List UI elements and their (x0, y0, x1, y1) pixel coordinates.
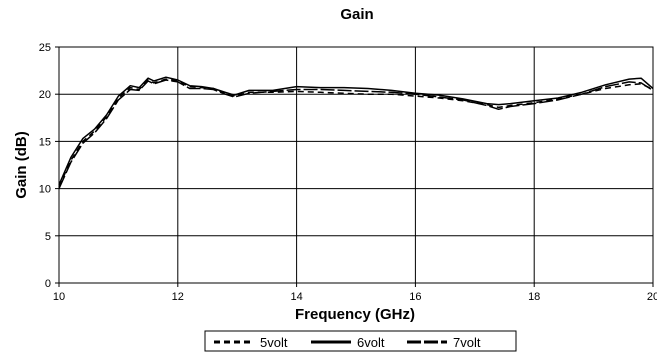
data-series (58, 76, 654, 189)
series-line-7volt (58, 79, 654, 189)
legend-label-7volt: 7volt (453, 335, 481, 350)
x-axis-ticks: 10 12 14 16 18 20 (53, 283, 657, 303)
x-axis-label: Frequency (GHz) (295, 306, 415, 323)
series-line-5volt (58, 78, 654, 188)
plot-area-border (58, 46, 654, 284)
gridlines (58, 46, 654, 284)
chart-title: Gain (340, 6, 373, 23)
y-tick-label: 25 (39, 42, 51, 54)
x-tick-label: 18 (528, 291, 540, 303)
y-tick-label: 0 (45, 278, 51, 290)
x-tick-label: 16 (409, 291, 421, 303)
y-tick-label: 20 (39, 89, 51, 101)
legend: 5volt 6volt 7volt (204, 330, 517, 352)
legend-label-6volt: 6volt (357, 335, 385, 350)
x-tick-label: 10 (53, 291, 65, 303)
x-tick-label: 12 (172, 291, 184, 303)
x-tick-label: 14 (290, 291, 302, 303)
series-line-6volt (58, 76, 654, 186)
y-axis-ticks: 0 5 10 15 20 25 (39, 42, 59, 290)
x-tick-label: 20 (647, 291, 657, 303)
y-tick-label: 10 (39, 184, 51, 196)
y-tick-label: 5 (45, 231, 51, 243)
y-tick-label: 15 (39, 136, 51, 148)
legend-label-5volt: 5volt (260, 335, 288, 350)
legend-box (204, 330, 517, 352)
y-axis-label: Gain (dB) (13, 131, 30, 199)
